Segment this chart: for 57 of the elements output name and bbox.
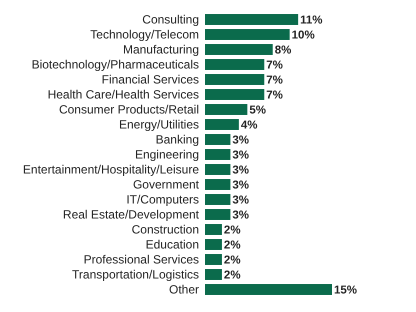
- bar: [205, 14, 298, 25]
- y-tick-label: Engineering: [134, 148, 199, 162]
- y-tick-label: Consumer Products/Retail: [58, 102, 199, 117]
- y-tick-label: Health Care/Health Services: [48, 88, 199, 102]
- bar: [205, 164, 230, 175]
- y-tick-label: IT/Computers: [126, 192, 199, 207]
- data-label: 5%: [249, 104, 266, 117]
- data-label: 2%: [224, 254, 241, 267]
- data-label: 7%: [266, 74, 283, 87]
- bar: [205, 194, 230, 205]
- y-tick-label: Consulting: [142, 12, 199, 27]
- bar: [205, 59, 264, 70]
- bar: [205, 239, 222, 250]
- y-tick-label: Manufacturing: [122, 42, 199, 57]
- bar: [205, 104, 248, 115]
- data-label: 2%: [224, 224, 241, 237]
- y-tick-label: Professional Services: [84, 252, 199, 267]
- bar: [205, 269, 222, 280]
- data-label: 3%: [232, 194, 250, 207]
- bar: [205, 179, 230, 190]
- data-label: 7%: [266, 60, 283, 72]
- bar: [205, 89, 264, 100]
- bar: [205, 209, 230, 220]
- y-tick-label: Construction: [132, 222, 199, 237]
- y-tick-label: Transportation/Logistics: [72, 268, 199, 282]
- bar: [205, 224, 222, 235]
- data-label: 3%: [232, 164, 250, 177]
- data-label: 3%: [232, 134, 250, 147]
- data-label: 4%: [240, 120, 258, 132]
- data-label: 2%: [224, 270, 241, 282]
- bar: [205, 29, 290, 40]
- y-tick-label: Education: [146, 238, 199, 252]
- y-tick-label: Real Estate/Development: [62, 208, 200, 222]
- y-tick-label: Financial Services: [102, 72, 199, 87]
- data-label: 3%: [232, 210, 250, 222]
- y-tick-label: Entertainment/Hospitality/Leisure: [22, 162, 200, 177]
- bar: [205, 119, 239, 130]
- data-label: 10%: [292, 30, 315, 42]
- data-label: 3%: [232, 180, 250, 192]
- bar: [205, 254, 222, 265]
- y-tick-label: Government: [132, 178, 200, 192]
- y-tick-label: Banking: [156, 132, 199, 147]
- y-tick-label: Energy/Utilities: [118, 118, 199, 132]
- y-tick-label: Technology/Telecom: [90, 28, 199, 42]
- y-tick-label: Biotechnology/Pharmaceuticals: [32, 58, 199, 72]
- bar: [205, 74, 264, 85]
- data-label: 2%: [224, 240, 241, 252]
- data-label: 11%: [300, 14, 323, 27]
- data-label: 3%: [232, 150, 250, 162]
- data-label: 8%: [274, 44, 292, 57]
- data-label: 7%: [266, 90, 283, 102]
- bar: [205, 44, 273, 55]
- bar: [205, 134, 230, 145]
- bar: [205, 149, 230, 160]
- y-tick-label: Other: [168, 282, 199, 297]
- data-label: 15%: [334, 284, 358, 297]
- bar: [205, 284, 332, 295]
